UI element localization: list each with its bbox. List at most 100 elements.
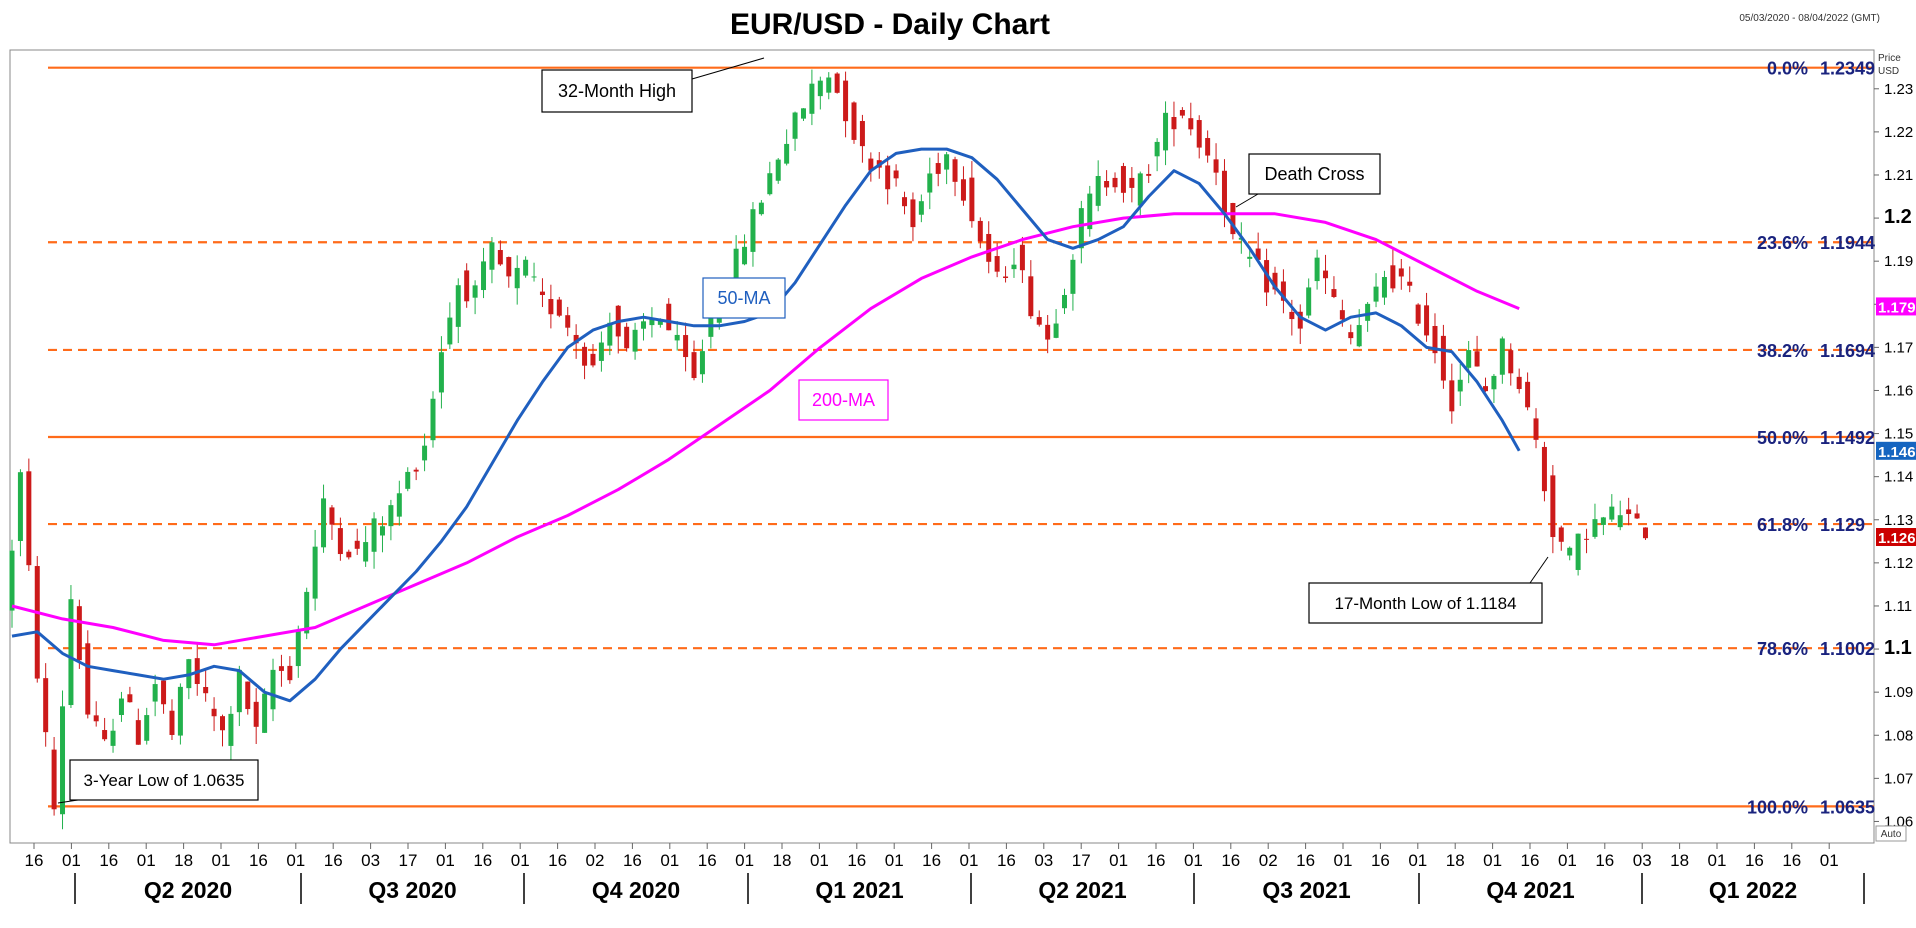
x-tick-label: 16 [623, 851, 642, 870]
annotation-200-ma-box [798, 379, 889, 421]
candle-body [699, 351, 705, 375]
x-tick-label: 16 [1745, 851, 1764, 870]
x-tick-label: 18 [174, 851, 193, 870]
candle-body [1550, 475, 1556, 538]
candle-body [177, 686, 183, 736]
candle-body [481, 261, 487, 291]
candle-body [1188, 118, 1194, 130]
candle-body [1323, 270, 1329, 279]
fib-label-pct: 23.6% [1757, 233, 1808, 253]
candle-body [565, 315, 571, 328]
candle-body [632, 329, 638, 352]
candle-body [102, 730, 108, 740]
candle-body [312, 546, 318, 599]
candle-body [1163, 112, 1169, 151]
candle-body [329, 507, 335, 525]
candle-body [1306, 287, 1312, 316]
candle-body [321, 498, 327, 548]
candle-body [927, 173, 933, 193]
candle-body [76, 606, 82, 661]
x-tick-label: 16 [1147, 851, 1166, 870]
price-tag-1 [1876, 441, 1916, 460]
x-tick-label: 18 [1670, 851, 1689, 870]
candle-body [1533, 418, 1539, 440]
candle-body [220, 716, 225, 731]
candle-body [1221, 170, 1227, 213]
chart-title: EUR/USD - Daily Chart [730, 8, 1050, 41]
candle-body [236, 669, 242, 713]
candle-body [859, 120, 865, 147]
auto-label[interactable]: Auto [1881, 829, 1902, 840]
annotation-200-ma-text: 200-MA [812, 390, 875, 410]
x-tick-label: 01 [660, 851, 679, 870]
candle-body [489, 242, 495, 270]
x-tick-label: 01 [1334, 851, 1353, 870]
fib-levels: 0.0% 1.2349 23.6% 1.1944 38.2% 1.1694 50.0% 1.1… [48, 59, 1875, 817]
candle-body [994, 256, 1000, 272]
x-tick-label: 01 [1820, 851, 1839, 870]
candle-body [413, 469, 419, 472]
annotations: 32-Month High 50-MA 200-MA Death Cross 17-Mo… [57, 57, 1549, 804]
x-tick-label: 01 [1408, 851, 1427, 870]
candle-body [851, 102, 857, 140]
candles [9, 69, 1648, 830]
candle-body [573, 334, 579, 344]
candle-body [969, 177, 975, 222]
candle-body [1356, 325, 1362, 347]
candle-body [270, 669, 276, 710]
candle-body [26, 471, 32, 566]
candle-body [1154, 141, 1160, 157]
candle-body [34, 566, 40, 679]
quarter-label: Q2 2020 [144, 877, 232, 903]
x-tick-label: 16 [997, 851, 1016, 870]
candle-body [1339, 310, 1345, 320]
candle-body [548, 299, 554, 315]
candle-body [1584, 538, 1590, 540]
candle-body [767, 173, 773, 195]
candle-body [691, 352, 697, 379]
candle-body [1247, 256, 1253, 259]
candle-body [396, 493, 402, 517]
candle-body [430, 398, 436, 441]
candle-body [1642, 527, 1648, 539]
fib-label-value: 1.1002 [1820, 639, 1875, 659]
candle-body [834, 73, 840, 93]
candle-body [1070, 259, 1076, 294]
candle-body [51, 749, 57, 810]
candle-body [531, 276, 537, 278]
candle-body [1432, 326, 1438, 354]
candle-body [1508, 350, 1514, 374]
price-tag-0 [1876, 297, 1916, 316]
candle-body [902, 197, 908, 207]
x-tick-label: 17 [1072, 851, 1091, 870]
candle-body [118, 698, 124, 716]
price-tag-label: 1.1795 [1878, 299, 1916, 316]
x-tick-label: 16 [1371, 851, 1390, 870]
y-tick-label: 1.17 [1884, 339, 1913, 356]
y-tick-label: 1.09 [1884, 684, 1913, 701]
x-tick-label: 16 [1595, 851, 1614, 870]
x-tick-label: 01 [137, 851, 156, 870]
x-tick-label: 03 [1034, 851, 1053, 870]
candle-body [262, 693, 268, 733]
y-tick-label: 1.21 [1884, 167, 1913, 184]
candle-body [952, 159, 958, 182]
candle-body [304, 591, 310, 634]
candle-body [649, 319, 655, 326]
auto-button[interactable] [1875, 825, 1907, 842]
y-tick-label: 1.07 [1884, 770, 1913, 787]
candle-body [1045, 324, 1051, 340]
candle-body [641, 321, 646, 329]
candle-body [1297, 311, 1303, 329]
fib-label-pct: 38.2% [1757, 341, 1808, 361]
annotation-32-month-high-text: 32-Month High [558, 81, 676, 101]
candle-body [1407, 281, 1413, 286]
candle-body [203, 687, 209, 694]
fib-label-pct: 0.0% [1767, 59, 1808, 79]
annotation-17-month-low-box [1308, 582, 1543, 624]
quarter-label: Q2 2021 [1038, 877, 1126, 903]
x-tick-label: 16 [473, 851, 492, 870]
y-tick-label: 1.1 [1884, 637, 1912, 659]
fib-label-pct: 61.8% [1757, 515, 1808, 535]
candle-body [1491, 375, 1497, 390]
